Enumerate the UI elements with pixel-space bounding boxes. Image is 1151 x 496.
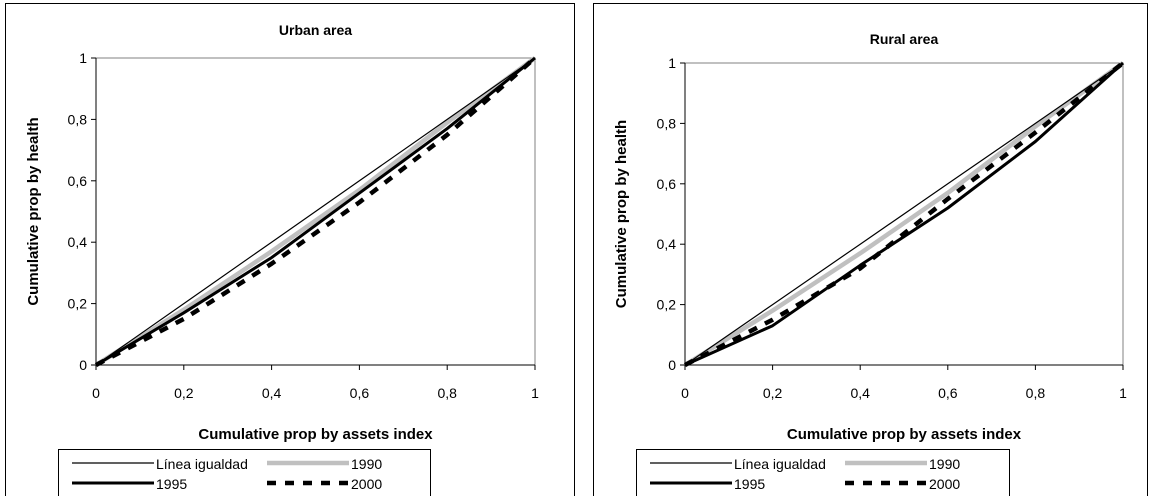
legend: Línea igualdad 1990 1995 2000 <box>636 449 1010 496</box>
y-tick-label: 0,6 <box>68 173 88 189</box>
legend-label: 1995 <box>156 476 187 492</box>
y-tick-label: 0,2 <box>657 297 677 313</box>
series-line-gray <box>683 61 1125 367</box>
chart-panel-2: 0 0,2 0,4 0,6 0,8 1 0 0,2 0,4 0,6 0,8 1 Rural area Cu… <box>593 3 1148 496</box>
y-tick-label: 1 <box>668 55 676 71</box>
x-axis-label: Cumulative prop by assets index <box>198 426 433 443</box>
series-line-dashed <box>94 56 537 367</box>
x-tick-label: 0,2 <box>763 385 783 401</box>
x-tick-label: 1 <box>531 385 539 401</box>
series-line-thick <box>684 61 1125 367</box>
chart-title: Urban area <box>279 22 352 38</box>
x-tick-label: 0 <box>681 385 689 401</box>
legend-label: Línea igualdad <box>734 456 826 472</box>
x-tick-label: 0 <box>92 385 100 401</box>
x-tick-label: 0,6 <box>350 385 370 401</box>
x-tick-label: 0,4 <box>850 385 870 401</box>
y-tick-label: 0 <box>79 357 87 373</box>
chart-title: Rural area <box>870 31 939 47</box>
x-tick-label: 0,6 <box>938 385 958 401</box>
x-tick-label: 0,4 <box>262 385 282 401</box>
series-line-gray <box>94 56 537 367</box>
x-tick-label: 1 <box>1119 385 1127 401</box>
series-line-thick <box>95 56 536 367</box>
y-tick-label: 1 <box>79 50 87 66</box>
series-line-thin <box>95 57 536 366</box>
x-axis-label: Cumulative prop by assets index <box>787 426 1022 443</box>
legend-label: 2000 <box>929 476 960 492</box>
chart-frame <box>5 3 575 496</box>
legend: Línea igualdad 1990 1995 2000 <box>58 449 431 496</box>
legend-label: Línea igualdad <box>156 456 248 472</box>
y-tick-label: 0,2 <box>68 296 88 312</box>
y-tick-label: 0,4 <box>657 236 677 252</box>
y-axis-label: Cumulative prop by health <box>25 117 42 305</box>
legend-box <box>636 449 1010 496</box>
chart-frame <box>593 3 1148 496</box>
legend-label: 1990 <box>929 456 960 472</box>
series-line-dashed <box>683 61 1125 367</box>
y-tick-label: 0,8 <box>68 111 88 127</box>
series-line-thin <box>684 62 1124 366</box>
legend-label: 2000 <box>351 476 382 492</box>
y-tick-label: 0,8 <box>657 115 677 131</box>
y-tick-label: 0,4 <box>68 234 88 250</box>
y-tick-label: 0 <box>668 357 676 373</box>
legend-label: 1995 <box>734 476 765 492</box>
chart-panel-1: 0 0,2 0,4 0,6 0,8 1 0 0,2 0,4 0,6 0,8 1 Urban area Cu… <box>5 3 575 496</box>
y-axis-label: Cumulative prop by health <box>613 120 630 308</box>
legend-box <box>58 449 431 496</box>
x-tick-label: 0,2 <box>174 385 194 401</box>
x-tick-label: 0,8 <box>1026 385 1046 401</box>
legend-label: 1990 <box>351 456 382 472</box>
y-tick-label: 0,6 <box>657 176 677 192</box>
x-tick-label: 0,8 <box>437 385 457 401</box>
